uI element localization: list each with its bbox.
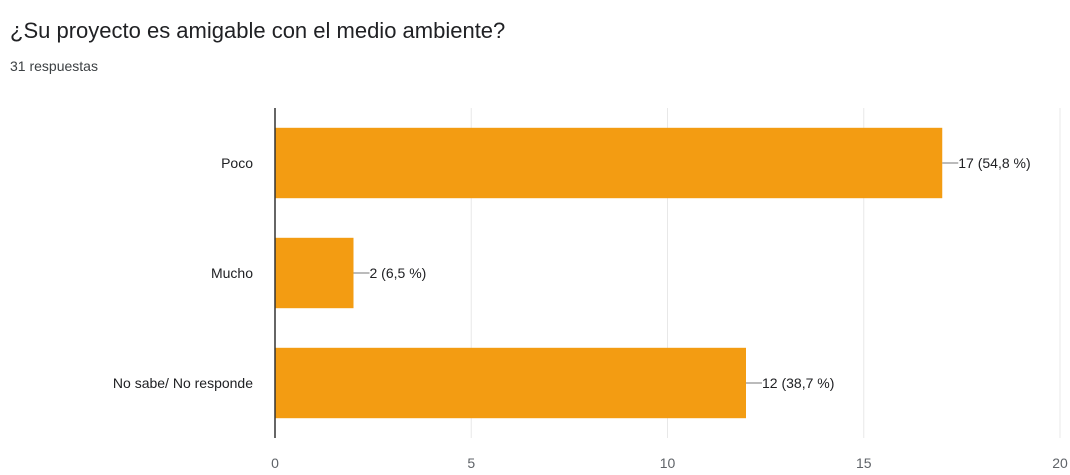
category-label: Mucho <box>211 265 253 281</box>
x-tick-label: 5 <box>467 455 475 471</box>
data-label: 17 (54,8 %) <box>958 155 1030 171</box>
bar-2 <box>275 237 354 309</box>
category-label: No sabe/ No responde <box>113 375 253 391</box>
bar-1 <box>275 127 943 199</box>
category-label: Poco <box>221 155 253 171</box>
bar-3 <box>275 347 746 419</box>
response-count: 31 respuestas <box>10 58 98 74</box>
x-tick-label: 10 <box>660 455 676 471</box>
chart-title: ¿Su proyecto es amigable con el medio am… <box>10 18 506 43</box>
data-label: 2 (6,5 %) <box>370 265 427 281</box>
data-label: 12 (38,7 %) <box>762 375 834 391</box>
x-tick-label: 20 <box>1052 455 1068 471</box>
x-tick-label: 0 <box>271 455 279 471</box>
x-tick-label: 15 <box>856 455 872 471</box>
